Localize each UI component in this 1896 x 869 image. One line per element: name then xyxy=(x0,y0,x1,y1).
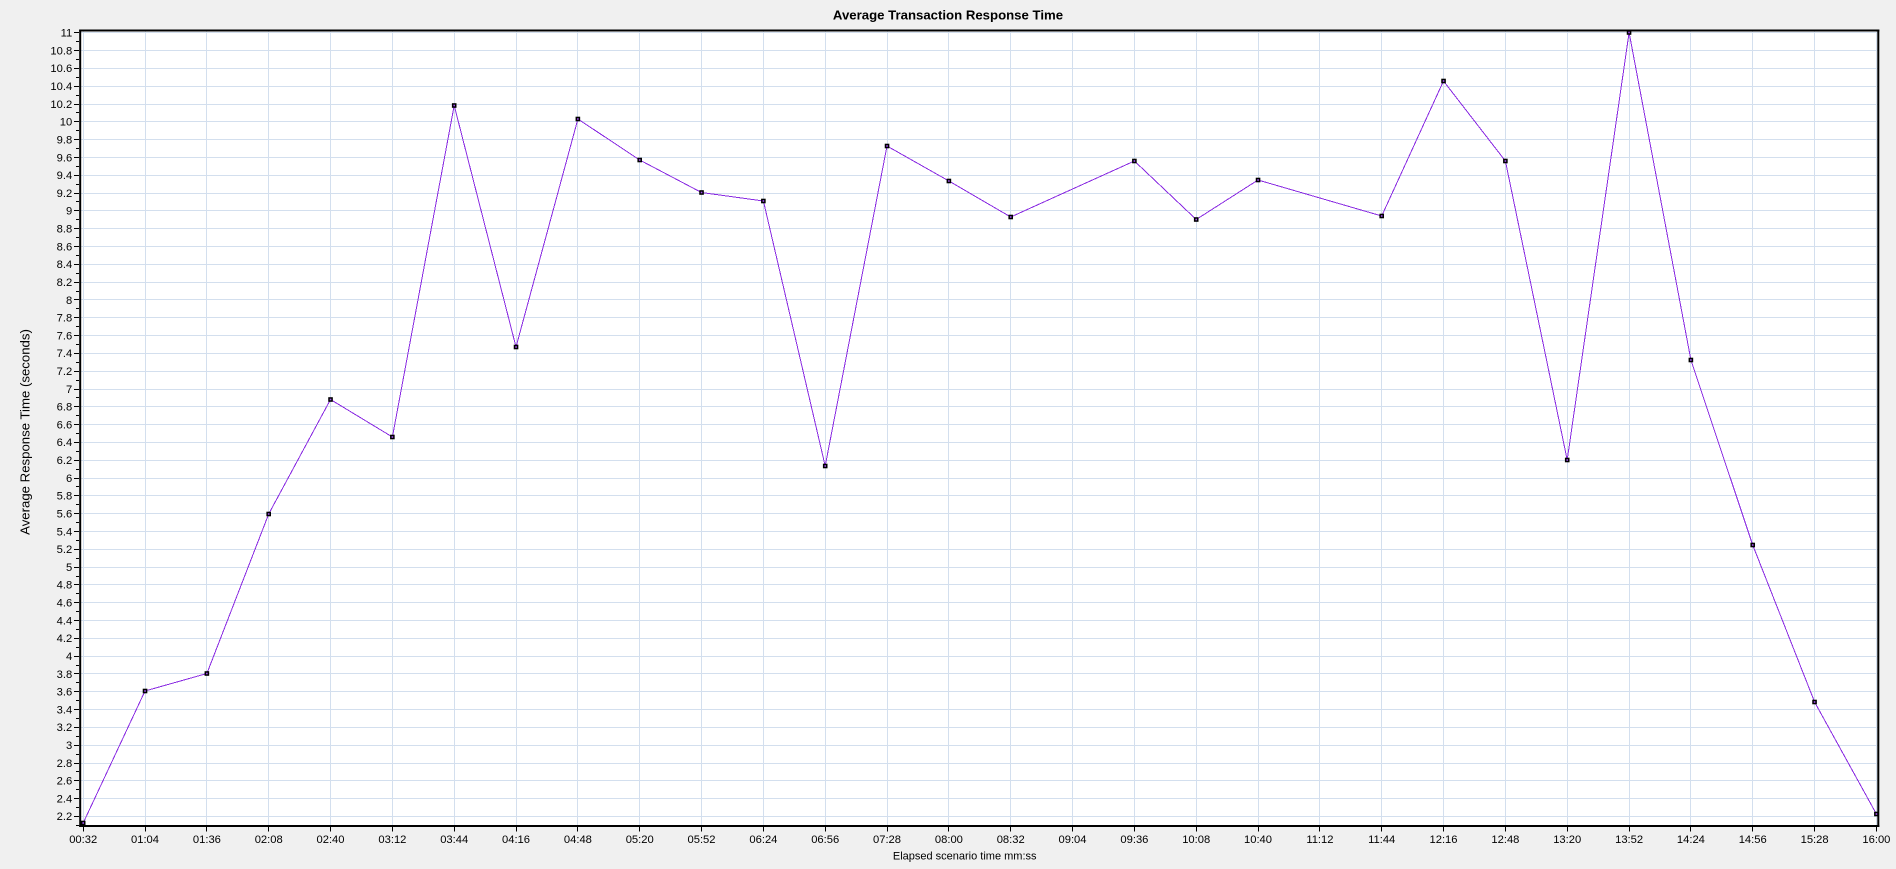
svg-text:9.8: 9.8 xyxy=(57,135,73,147)
svg-text:08:00: 08:00 xyxy=(935,834,963,846)
svg-text:Average Response Time (seconds: Average Response Time (seconds) xyxy=(18,329,33,535)
svg-text:8.8: 8.8 xyxy=(57,224,73,236)
svg-text:05:20: 05:20 xyxy=(626,834,654,846)
svg-text:5.2: 5.2 xyxy=(57,544,73,556)
svg-text:3.4: 3.4 xyxy=(57,704,73,716)
svg-text:2.2: 2.2 xyxy=(57,811,73,823)
svg-text:7: 7 xyxy=(66,384,72,396)
svg-text:8.4: 8.4 xyxy=(57,259,73,271)
svg-text:02:40: 02:40 xyxy=(317,834,345,846)
svg-text:15:28: 15:28 xyxy=(1801,834,1829,846)
svg-text:14:56: 14:56 xyxy=(1739,834,1767,846)
svg-text:01:36: 01:36 xyxy=(193,834,221,846)
svg-text:4.8: 4.8 xyxy=(57,580,73,592)
svg-text:Elapsed scenario time mm:ss: Elapsed scenario time mm:ss xyxy=(893,851,1037,863)
svg-text:01:04: 01:04 xyxy=(131,834,159,846)
svg-text:3.8: 3.8 xyxy=(57,669,73,681)
svg-text:6.6: 6.6 xyxy=(57,419,73,431)
svg-text:06:56: 06:56 xyxy=(811,834,839,846)
svg-text:4.4: 4.4 xyxy=(57,615,73,627)
svg-text:06:24: 06:24 xyxy=(749,834,777,846)
svg-text:9: 9 xyxy=(66,206,72,218)
svg-text:11:44: 11:44 xyxy=(1368,834,1395,846)
svg-text:12:48: 12:48 xyxy=(1491,834,1519,846)
svg-text:3: 3 xyxy=(66,740,72,752)
svg-text:10.6: 10.6 xyxy=(50,63,72,75)
svg-text:07:28: 07:28 xyxy=(873,834,901,846)
svg-text:8.6: 8.6 xyxy=(57,241,73,253)
svg-text:09:36: 09:36 xyxy=(1120,834,1148,846)
svg-text:6.2: 6.2 xyxy=(57,455,73,467)
svg-text:3.2: 3.2 xyxy=(57,722,73,734)
svg-text:6: 6 xyxy=(66,473,72,485)
svg-text:04:48: 04:48 xyxy=(564,834,592,846)
svg-text:9.4: 9.4 xyxy=(57,170,73,182)
svg-text:3.6: 3.6 xyxy=(57,687,73,699)
svg-text:6.4: 6.4 xyxy=(57,437,73,449)
svg-text:5: 5 xyxy=(66,562,72,574)
svg-text:14:24: 14:24 xyxy=(1677,834,1705,846)
svg-text:09:04: 09:04 xyxy=(1059,834,1087,846)
svg-text:10:40: 10:40 xyxy=(1244,834,1272,846)
svg-text:7.8: 7.8 xyxy=(57,313,73,325)
svg-text:Average Transaction Response T: Average Transaction Response Time xyxy=(833,8,1063,23)
svg-text:04:16: 04:16 xyxy=(502,834,530,846)
svg-text:7.2: 7.2 xyxy=(57,366,73,378)
svg-text:2.4: 2.4 xyxy=(57,793,73,805)
svg-text:2.8: 2.8 xyxy=(57,758,73,770)
svg-text:00:32: 00:32 xyxy=(69,834,97,846)
svg-text:11:12: 11:12 xyxy=(1306,834,1333,846)
svg-text:10: 10 xyxy=(60,117,72,129)
svg-text:4.2: 4.2 xyxy=(57,633,73,645)
svg-text:12:16: 12:16 xyxy=(1430,834,1458,846)
svg-text:7.4: 7.4 xyxy=(57,348,73,360)
svg-text:7.6: 7.6 xyxy=(57,330,73,342)
svg-text:02:08: 02:08 xyxy=(255,834,283,846)
svg-text:8: 8 xyxy=(66,295,72,307)
svg-text:4.6: 4.6 xyxy=(57,598,73,610)
svg-text:13:52: 13:52 xyxy=(1615,834,1643,846)
svg-text:08:32: 08:32 xyxy=(997,834,1025,846)
svg-text:9.6: 9.6 xyxy=(57,152,73,164)
svg-text:10:08: 10:08 xyxy=(1182,834,1210,846)
svg-text:03:44: 03:44 xyxy=(440,834,468,846)
svg-text:2.6: 2.6 xyxy=(57,776,73,788)
svg-text:9.2: 9.2 xyxy=(57,188,73,200)
svg-text:11: 11 xyxy=(61,28,73,40)
svg-text:05:52: 05:52 xyxy=(688,834,716,846)
svg-text:10.8: 10.8 xyxy=(50,45,72,57)
svg-text:16:00: 16:00 xyxy=(1862,834,1890,846)
svg-text:10.4: 10.4 xyxy=(50,81,72,93)
svg-text:5.6: 5.6 xyxy=(57,509,73,521)
svg-text:13:20: 13:20 xyxy=(1553,834,1581,846)
svg-text:8.2: 8.2 xyxy=(57,277,73,289)
svg-text:6.8: 6.8 xyxy=(57,402,73,414)
svg-text:03:12: 03:12 xyxy=(378,834,406,846)
svg-text:4: 4 xyxy=(66,651,72,663)
svg-text:5.8: 5.8 xyxy=(57,491,73,503)
svg-text:10.2: 10.2 xyxy=(50,99,72,111)
svg-text:5.4: 5.4 xyxy=(57,526,73,538)
